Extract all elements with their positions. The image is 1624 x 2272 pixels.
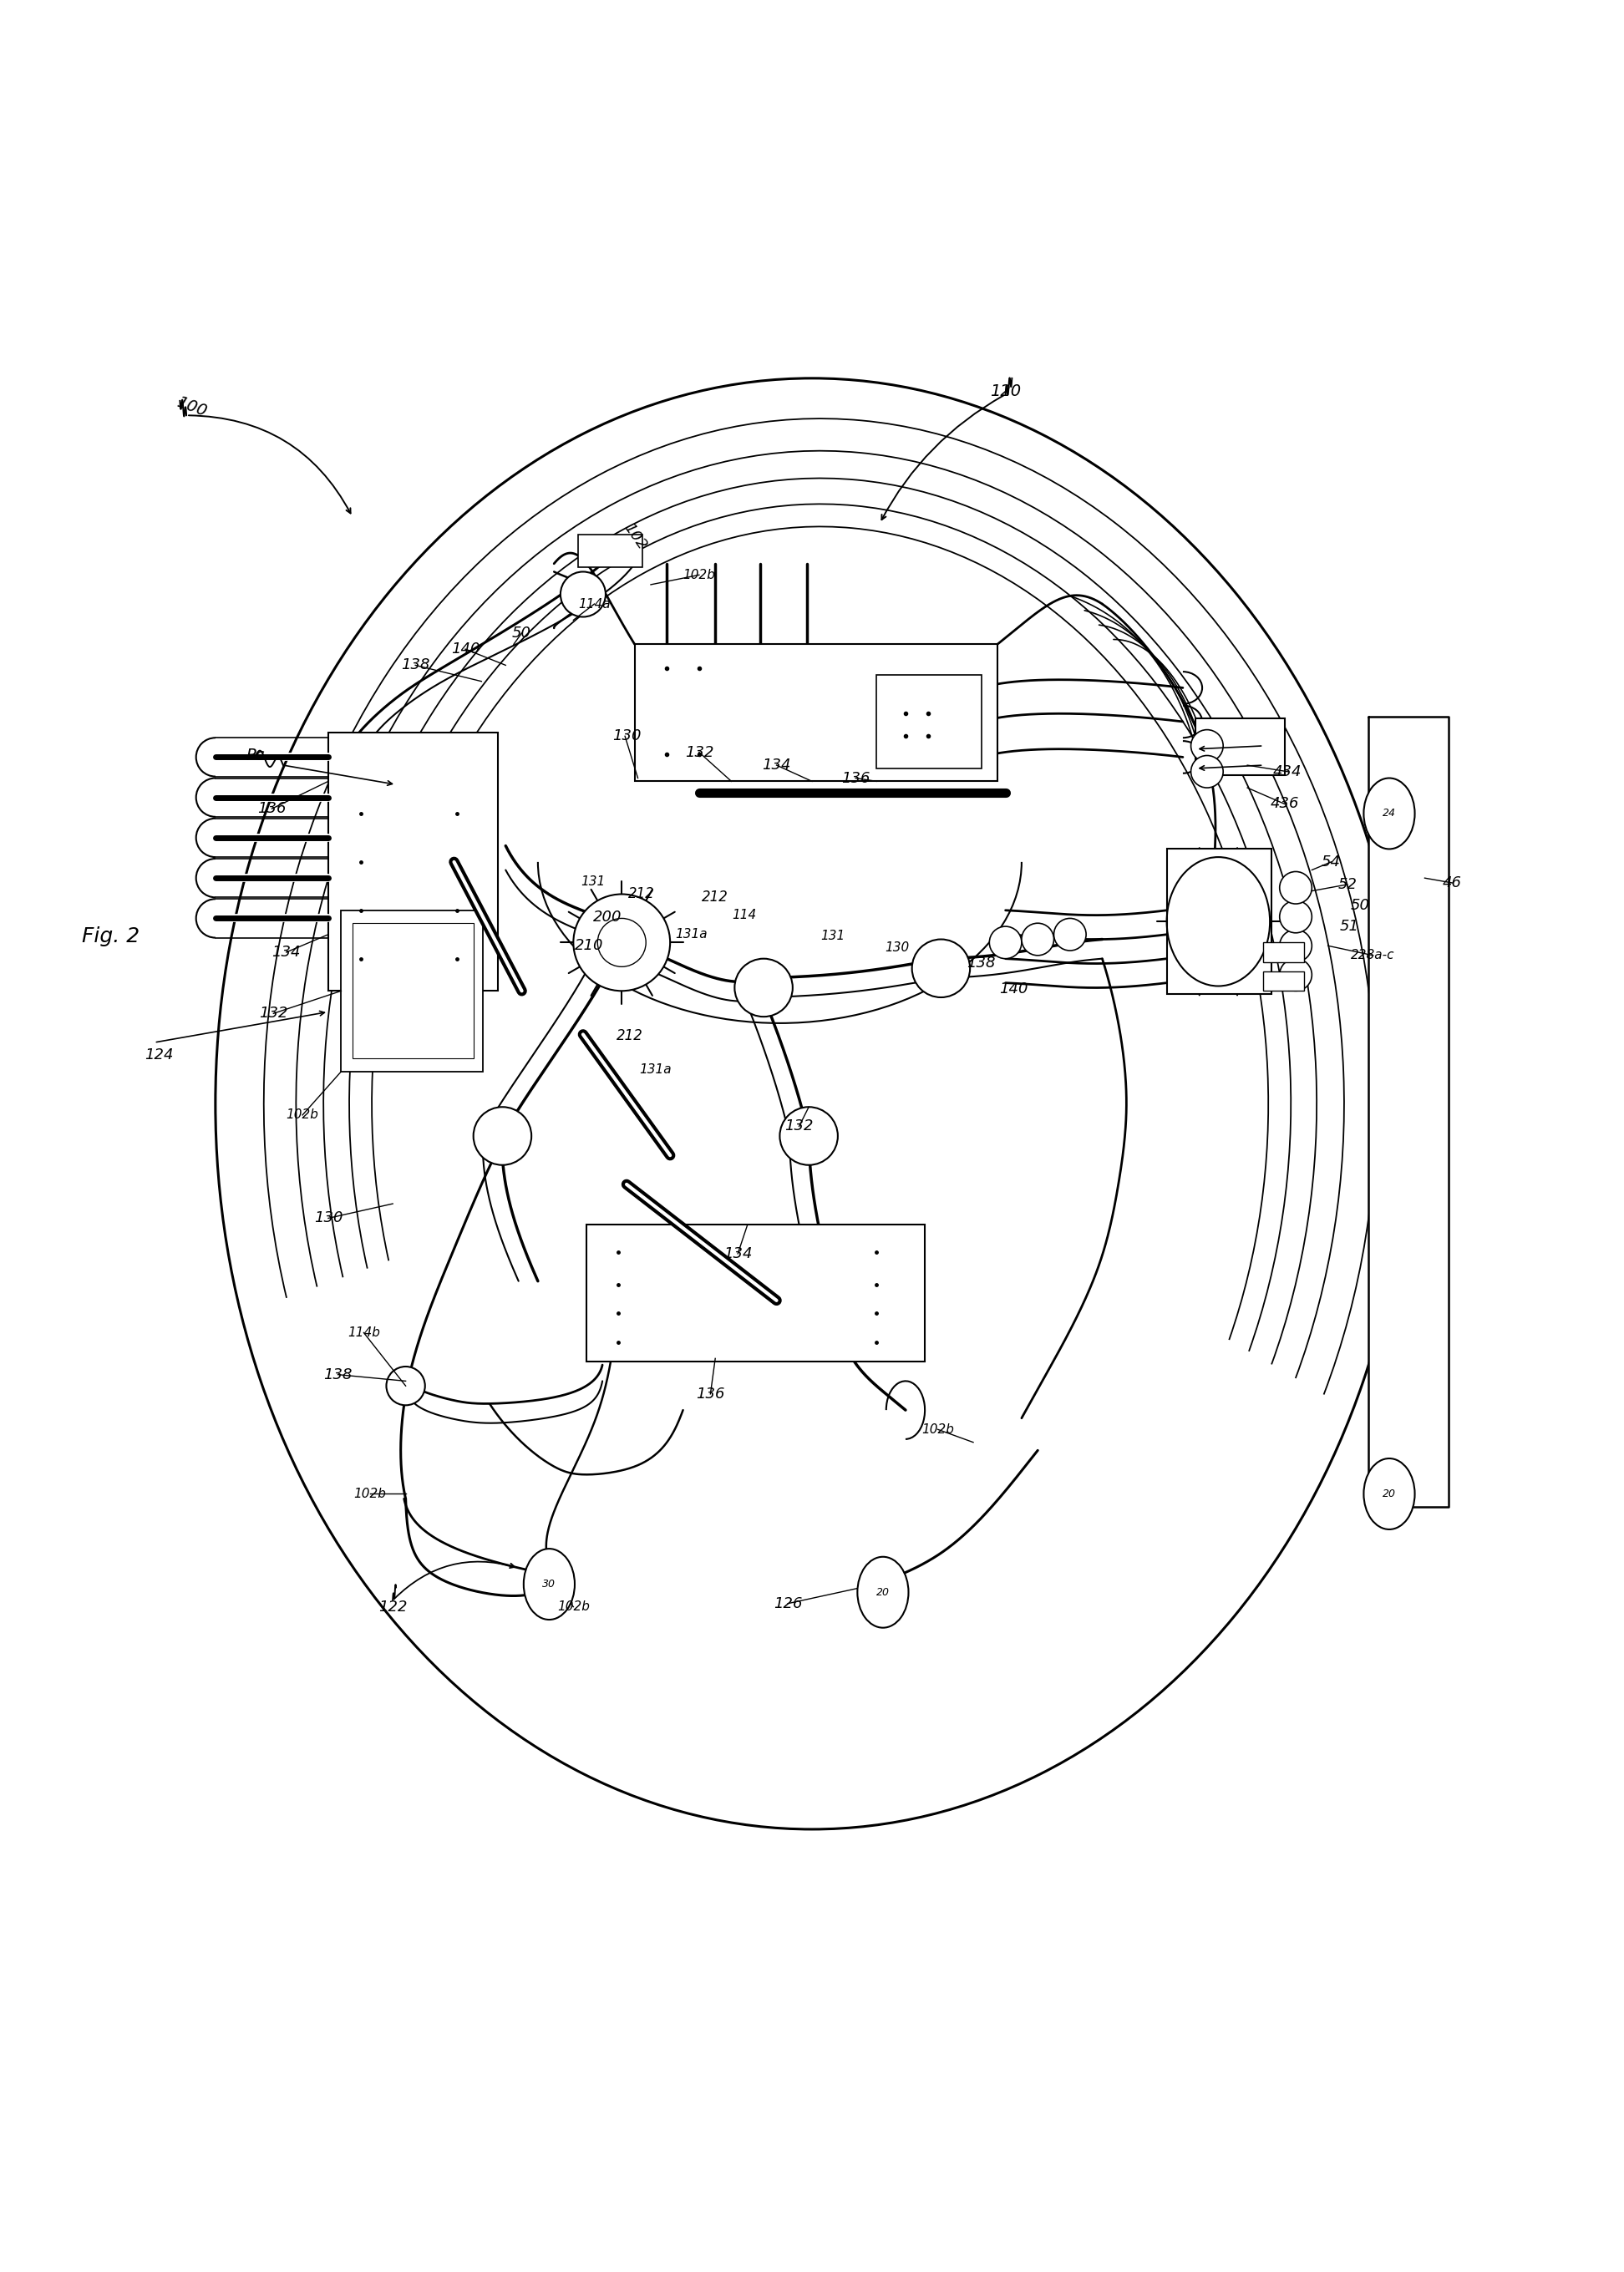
Text: 132: 132 — [784, 1118, 814, 1134]
Bar — [341, 911, 482, 1072]
Text: 132: 132 — [260, 1006, 287, 1020]
Circle shape — [913, 938, 970, 997]
Text: 138: 138 — [401, 657, 430, 673]
Text: 136: 136 — [697, 1386, 724, 1402]
Circle shape — [1280, 900, 1312, 934]
Text: 51: 51 — [1340, 918, 1359, 934]
Circle shape — [1054, 918, 1086, 950]
Text: 212: 212 — [628, 886, 654, 902]
Text: 46: 46 — [1442, 875, 1462, 891]
Text: 100: 100 — [174, 395, 208, 420]
Bar — [1195, 718, 1285, 775]
Text: 24: 24 — [1382, 809, 1397, 818]
Text: 134: 134 — [271, 945, 300, 959]
Ellipse shape — [523, 1550, 575, 1620]
Text: 436: 436 — [1270, 797, 1299, 811]
Bar — [352, 922, 474, 1059]
Ellipse shape — [1364, 1459, 1415, 1529]
Text: 131a: 131a — [640, 1063, 672, 1077]
Text: 140: 140 — [999, 982, 1028, 997]
Text: 50: 50 — [512, 625, 531, 641]
Text: 114b: 114b — [348, 1327, 380, 1338]
Circle shape — [1280, 929, 1312, 961]
Circle shape — [387, 1365, 425, 1406]
Circle shape — [1280, 872, 1312, 904]
Text: 114: 114 — [732, 909, 757, 922]
Bar — [1263, 972, 1304, 991]
Text: 228a-c: 228a-c — [1351, 950, 1395, 961]
Text: 131: 131 — [820, 929, 844, 943]
Bar — [578, 534, 643, 568]
Circle shape — [780, 1106, 838, 1166]
Bar — [877, 675, 981, 768]
Text: 126: 126 — [773, 1595, 802, 1611]
Ellipse shape — [857, 1556, 908, 1627]
Text: 136: 136 — [258, 802, 286, 816]
Text: 124: 124 — [145, 1047, 174, 1063]
Text: 134: 134 — [762, 757, 791, 772]
Ellipse shape — [1364, 777, 1415, 850]
Circle shape — [1021, 922, 1054, 957]
Text: 20: 20 — [1382, 1488, 1397, 1500]
Circle shape — [1190, 729, 1223, 761]
Circle shape — [1190, 757, 1223, 788]
Text: 54: 54 — [1322, 854, 1341, 870]
Text: 138: 138 — [323, 1368, 352, 1381]
Text: 52: 52 — [1338, 877, 1358, 893]
Text: 102b: 102b — [921, 1422, 953, 1436]
Circle shape — [598, 918, 646, 966]
Text: 102b: 102b — [286, 1109, 318, 1122]
Circle shape — [560, 573, 606, 618]
Text: 138: 138 — [966, 957, 996, 970]
Bar — [328, 734, 497, 991]
Text: 434: 434 — [1273, 763, 1302, 779]
Text: 134: 134 — [723, 1245, 752, 1261]
Text: Pc: Pc — [247, 747, 265, 763]
Text: 120: 120 — [991, 384, 1021, 400]
Text: 131a: 131a — [676, 929, 706, 941]
Text: 122: 122 — [378, 1599, 408, 1615]
Text: 102: 102 — [620, 520, 650, 552]
Text: 212: 212 — [617, 1029, 643, 1043]
Circle shape — [474, 1106, 531, 1166]
Bar — [1263, 943, 1304, 961]
Text: 132: 132 — [685, 745, 713, 759]
Circle shape — [989, 927, 1021, 959]
Text: 130: 130 — [885, 941, 909, 954]
Text: 102b: 102b — [354, 1488, 387, 1500]
Text: 102b: 102b — [557, 1599, 590, 1613]
Text: 140: 140 — [451, 641, 479, 657]
Polygon shape — [1369, 718, 1449, 1506]
Circle shape — [734, 959, 793, 1016]
Text: 130: 130 — [612, 729, 641, 743]
Text: Fig. 2: Fig. 2 — [81, 927, 140, 945]
Text: 114a: 114a — [578, 598, 611, 611]
Text: 130: 130 — [313, 1211, 343, 1225]
Text: 136: 136 — [841, 770, 870, 786]
Bar — [1166, 850, 1272, 995]
Text: 20: 20 — [877, 1586, 890, 1597]
Text: 50: 50 — [1351, 897, 1369, 913]
Text: 212: 212 — [702, 891, 729, 904]
Circle shape — [1280, 959, 1312, 991]
Text: 131: 131 — [580, 875, 604, 888]
Text: 30: 30 — [542, 1579, 555, 1590]
Circle shape — [573, 895, 671, 991]
Bar — [635, 645, 997, 782]
Bar — [586, 1225, 924, 1361]
Text: 210: 210 — [575, 938, 604, 954]
Text: 200: 200 — [593, 909, 622, 925]
Text: 102b: 102b — [684, 568, 715, 582]
